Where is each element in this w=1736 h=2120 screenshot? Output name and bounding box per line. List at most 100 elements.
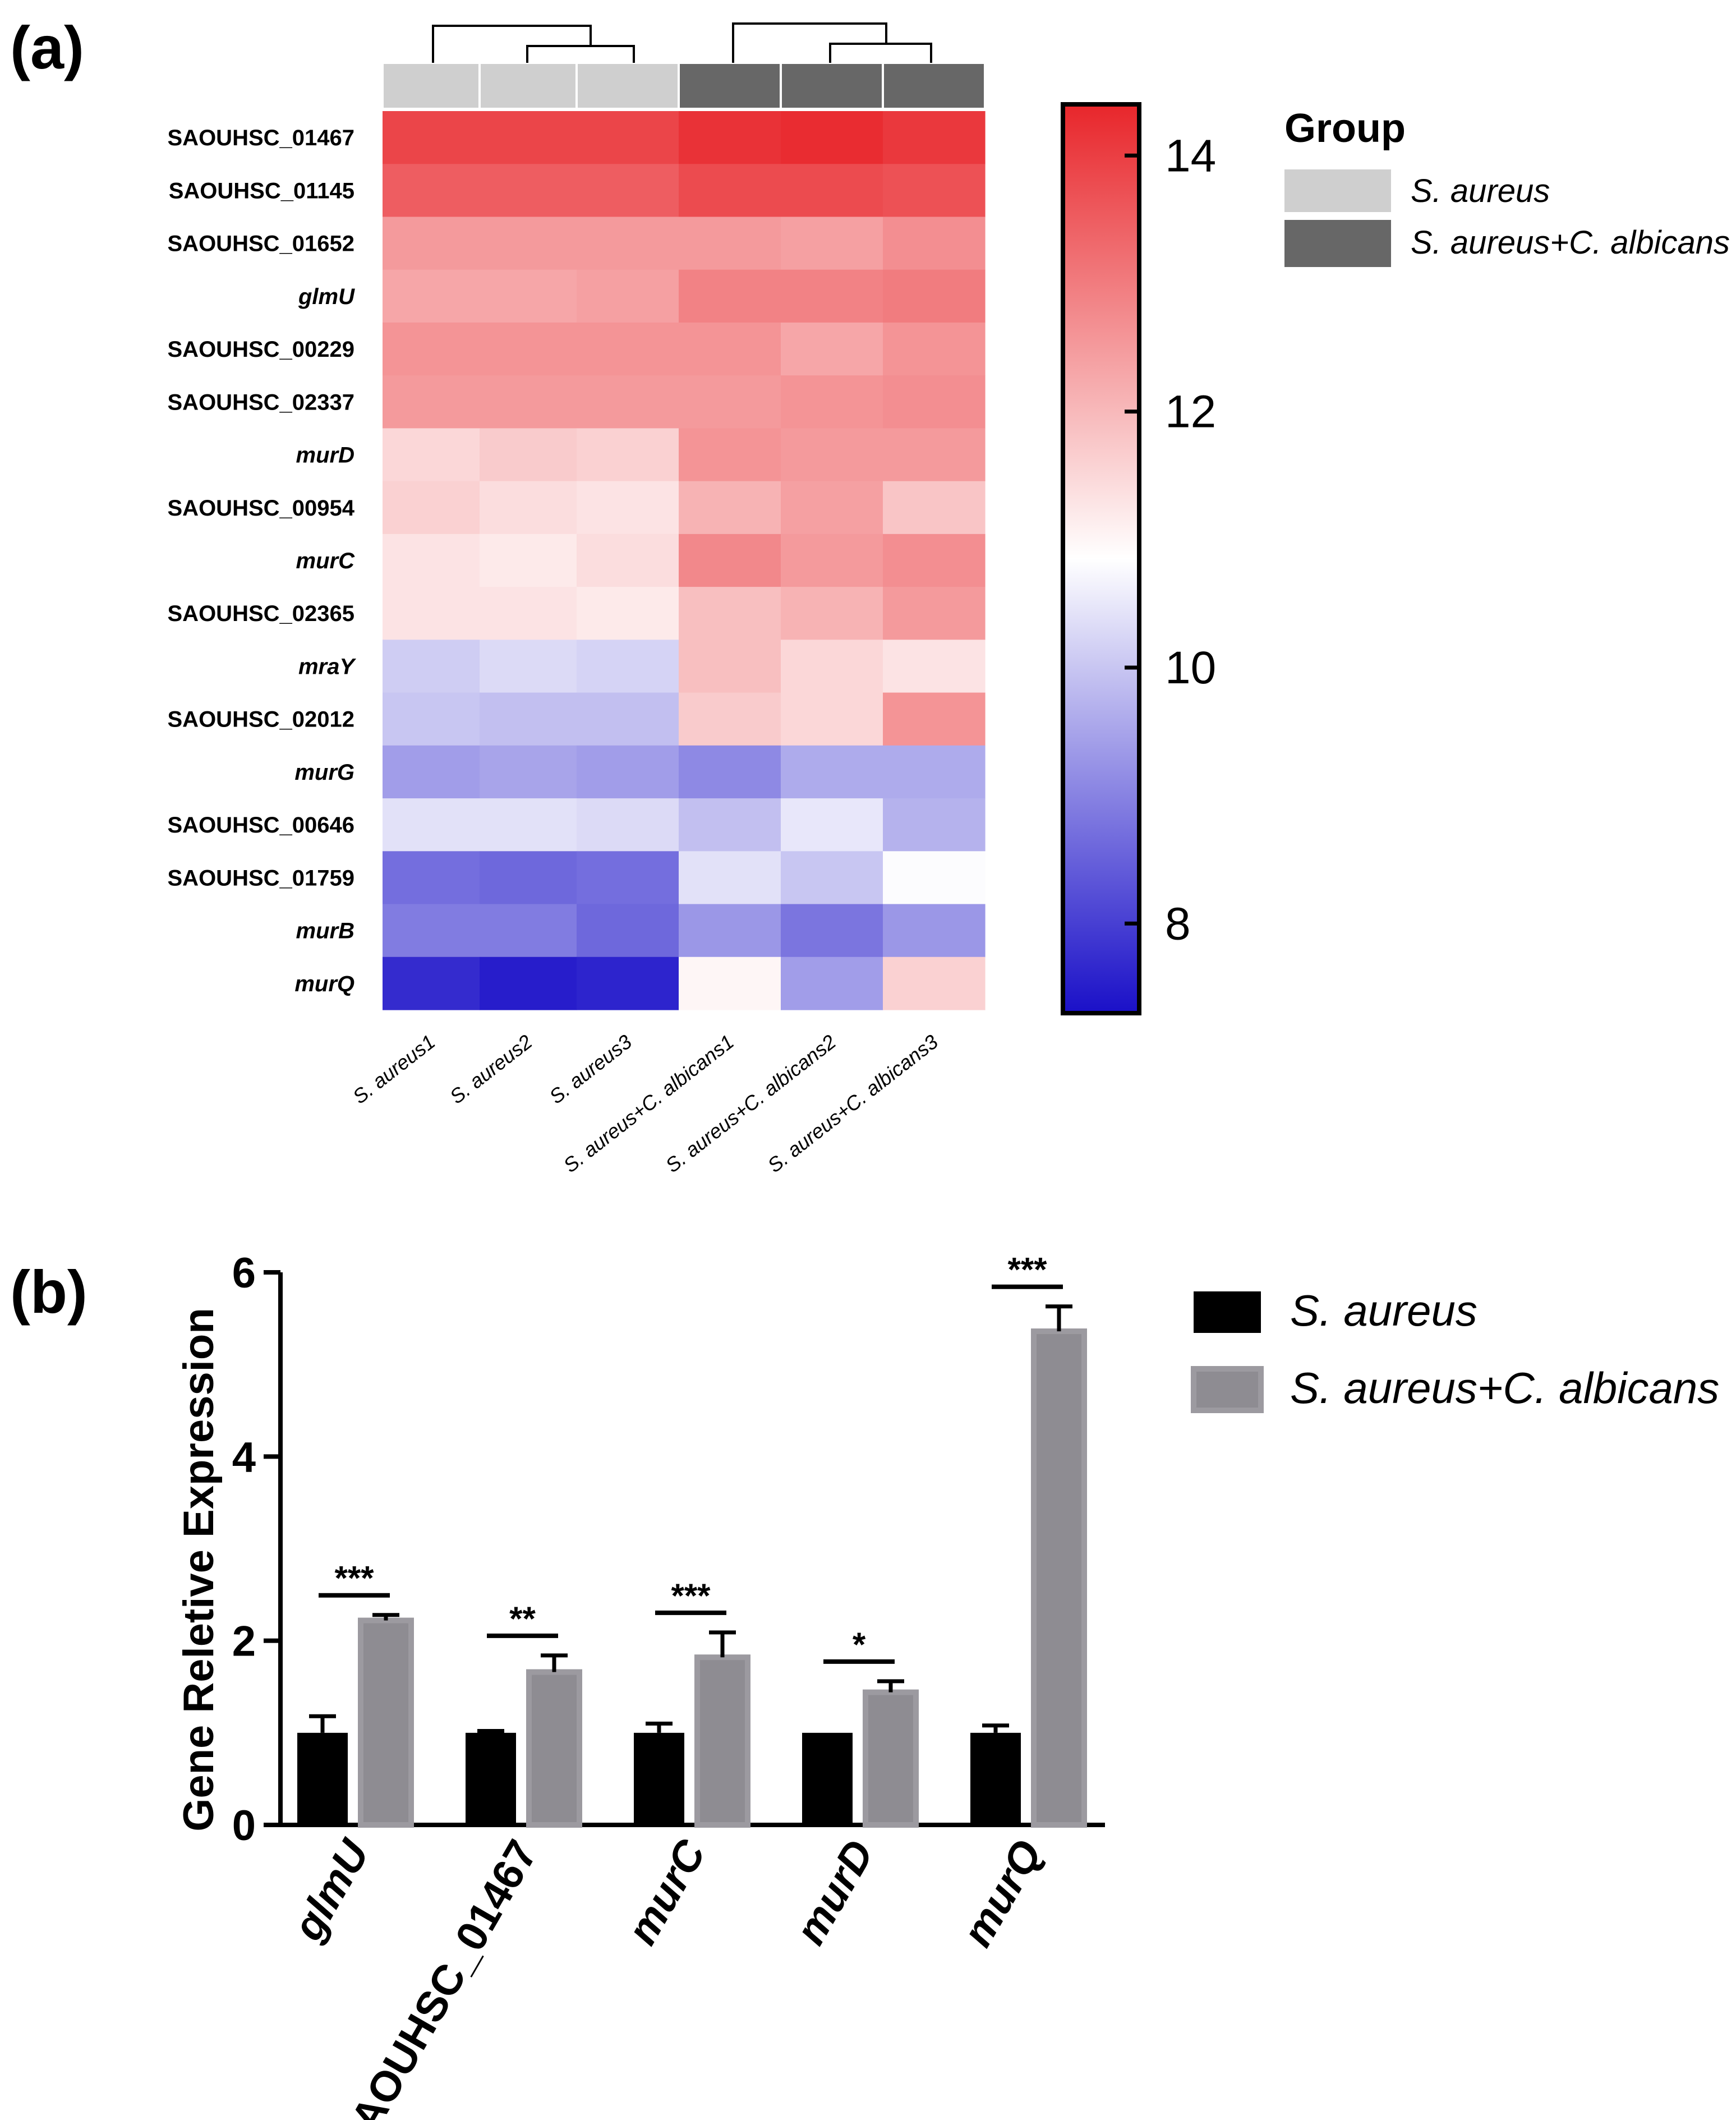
heatmap-cell-saouhsc-00229-s-aureus1 (383, 322, 480, 376)
colorbar-tick-label-8: 8 (1165, 898, 1191, 949)
bar-series (297, 1328, 1087, 1828)
heatmap-cell-murd-s-aureus3 (577, 428, 679, 482)
heatmap-cell-murg-s-aureus1 (383, 745, 480, 799)
heatmap-cell-saouhsc-00954-s-aureus-c-albicans2 (781, 481, 883, 535)
bar-saouhsc-01467-s-aureus-c-albicans (526, 1669, 582, 1828)
bar-murd-s-aureus (802, 1732, 853, 1825)
heatmap-cell-saouhsc-02365-s-aureus-c-albicans3 (883, 587, 986, 640)
group-legend-label-co-culture: S. aureus+C. albicans (1411, 224, 1730, 261)
heatmap-cell-saouhsc-02337-s-aureus-c-albicans2 (781, 375, 883, 429)
heatmap-cell-murd-s-aureus2 (480, 428, 577, 482)
dendrogram-link-g2-inner (829, 43, 932, 63)
bar-legend: S. aureus S. aureus+C. albicans (1191, 1286, 1719, 1413)
heatmap-cell-murq-s-aureus-c-albicans3 (883, 956, 986, 1010)
heatmap-cell-saouhsc-02012-s-aureus-c-albicans1 (679, 692, 781, 746)
heatmap-cell-murq-s-aureus-c-albicans1 (679, 956, 781, 1010)
heatmap-cell-saouhsc-00646-s-aureus1 (383, 798, 480, 852)
heatmap-row-label-saouhsc-00646: SAOUHSC_00646 (168, 813, 355, 838)
dendrogram-link-g2-outer (732, 22, 887, 63)
heatmap-cell-murg-s-aureus-c-albicans1 (679, 745, 781, 799)
bar-murq-s-aureus-c-albicans (1031, 1328, 1087, 1828)
heatmap-cell-saouhsc-00954-s-aureus2 (480, 481, 577, 535)
bar-glmu-s-aureus (297, 1732, 348, 1825)
heatmap-cell-saouhsc-02365-s-aureus2 (480, 587, 577, 640)
x-category-label-murd: murD (786, 1832, 883, 1952)
heatmap-cell-murg-s-aureus-c-albicans2 (781, 745, 883, 799)
heatmap-cell-murc-s-aureus1 (383, 534, 480, 587)
heatmap-cell-saouhsc-01467-s-aureus2 (480, 111, 577, 164)
bar-murd-s-aureus-c-albicans (863, 1689, 919, 1828)
heatmap-cell-saouhsc-01652-s-aureus3 (577, 217, 679, 270)
heatmap-row-label-murg: murG (294, 760, 354, 785)
colorbar-gradient (1061, 102, 1141, 1015)
significance-label-saouhsc-01467: ** (509, 1600, 536, 1638)
heatmap-cell-saouhsc-00229-s-aureus-c-albicans3 (883, 322, 986, 376)
heatmap-cell-saouhsc-02012-s-aureus-c-albicans2 (781, 692, 883, 746)
heatmap-cell-murg-s-aureus3 (577, 745, 679, 799)
heatmap-cells (383, 111, 986, 1010)
heatmap-cell-saouhsc-01467-s-aureus3 (577, 111, 679, 164)
heatmap-cell-saouhsc-02337-s-aureus-c-albicans3 (883, 375, 986, 429)
heatmap-cell-saouhsc-02012-s-aureus-c-albicans3 (883, 692, 986, 746)
heatmap-cell-saouhsc-00954-s-aureus-c-albicans1 (679, 481, 781, 535)
error-bars (309, 1304, 1072, 1733)
heatmap-cell-murb-s-aureus3 (577, 904, 679, 958)
heatmap-cell-saouhsc-01759-s-aureus-c-albicans3 (883, 851, 986, 905)
heatmap-cell-saouhsc-01145-s-aureus-c-albicans2 (781, 164, 883, 218)
heatmap-cell-saouhsc-01652-s-aureus1 (383, 217, 480, 270)
heatmap-cell-saouhsc-02012-s-aureus3 (577, 692, 679, 746)
heatmap-cell-mray-s-aureus-c-albicans1 (679, 640, 781, 693)
heatmap-row-label-saouhsc-02012: SAOUHSC_02012 (168, 707, 355, 732)
dendrogram-link-g1-outer (432, 25, 592, 63)
heatmap-cell-saouhsc-01467-s-aureus-c-albicans1 (679, 111, 781, 164)
heatmap-row-label-saouhsc-02365: SAOUHSC_02365 (168, 601, 355, 626)
group-strip-cell-s-aureus2 (481, 64, 575, 108)
heatmap-row-label-murc: murC (296, 549, 356, 573)
heatmap-row-label-murq: murQ (294, 972, 354, 996)
heatmap-cell-saouhsc-00954-s-aureus1 (383, 481, 480, 535)
group-legend-title: Group (1284, 106, 1406, 151)
heatmap-cell-mray-s-aureus3 (577, 640, 679, 693)
heatmap-cell-murd-s-aureus1 (383, 428, 480, 482)
heatmap-column-label-s-aureus-c-albicans2: S. aureus+C. albicans2 (661, 1030, 840, 1177)
heatmap-cell-glmu-s-aureus-c-albicans1 (679, 269, 781, 323)
heatmap-cell-saouhsc-02337-s-aureus2 (480, 375, 577, 429)
heatmap-cell-murb-s-aureus2 (480, 904, 577, 958)
group-legend-swatch-co-culture (1284, 220, 1391, 267)
group-legend: Group S. aureus S. aureus+C. albicans (1284, 106, 1730, 267)
heatmap-row-label-glmu: glmU (298, 284, 355, 309)
heatmap-cell-saouhsc-00954-s-aureus-c-albicans3 (883, 481, 986, 535)
group-legend-label-s-aureus: S. aureus (1411, 173, 1550, 209)
bar-chart-axes (278, 1272, 1105, 1827)
heatmap-cell-saouhsc-02365-s-aureus-c-albicans1 (679, 587, 781, 640)
group-strip-cell-s-aureus-c-albicans2 (782, 64, 882, 108)
dendrogram-link-g1-inner (526, 45, 635, 63)
heatmap-cell-glmu-s-aureus2 (480, 269, 577, 323)
panel-a-label: (a) (10, 13, 84, 81)
heatmap-cell-saouhsc-01759-s-aureus-c-albicans2 (781, 851, 883, 905)
y-axis-ticks: 0 2 4 6 (232, 1249, 280, 1850)
heatmap-cell-mray-s-aureus2 (480, 640, 577, 693)
significance-markers: ************ (319, 1251, 1063, 1664)
heatmap-cell-saouhsc-02012-s-aureus1 (383, 692, 480, 746)
significance-label-murd: * (853, 1626, 866, 1663)
heatmap-cell-saouhsc-01145-s-aureus-c-albicans1 (679, 164, 781, 218)
heatmap-cell-saouhsc-02337-s-aureus-c-albicans1 (679, 375, 781, 429)
heatmap-cell-murg-s-aureus2 (480, 745, 577, 799)
heatmap-cell-mray-s-aureus-c-albicans2 (781, 640, 883, 693)
heatmap-cell-murq-s-aureus2 (480, 956, 577, 1010)
heatmap-cell-saouhsc-02012-s-aureus2 (480, 692, 577, 746)
heatmap-cell-murc-s-aureus2 (480, 534, 577, 587)
colorbar-tick-label-14: 14 (1165, 130, 1216, 181)
significance-label-glmu: *** (334, 1560, 374, 1597)
heatmap-cell-saouhsc-01467-s-aureus-c-albicans3 (883, 111, 986, 164)
heatmap-cell-saouhsc-01145-s-aureus2 (480, 164, 577, 218)
bar-legend-swatch-s-aureus (1194, 1291, 1261, 1333)
heatmap-row-label-saouhsc-01652: SAOUHSC_01652 (168, 232, 355, 256)
heatmap-row-label-saouhsc-01759: SAOUHSC_01759 (168, 866, 355, 890)
group-strip-cell-s-aureus-c-albicans3 (884, 64, 984, 108)
heatmap-row-label-mray: mraY (298, 654, 356, 679)
colorbar-tick-label-10: 10 (1165, 642, 1216, 693)
heatmap-cell-saouhsc-01759-s-aureus3 (577, 851, 679, 905)
heatmap-cell-saouhsc-02365-s-aureus-c-albicans2 (781, 587, 883, 640)
